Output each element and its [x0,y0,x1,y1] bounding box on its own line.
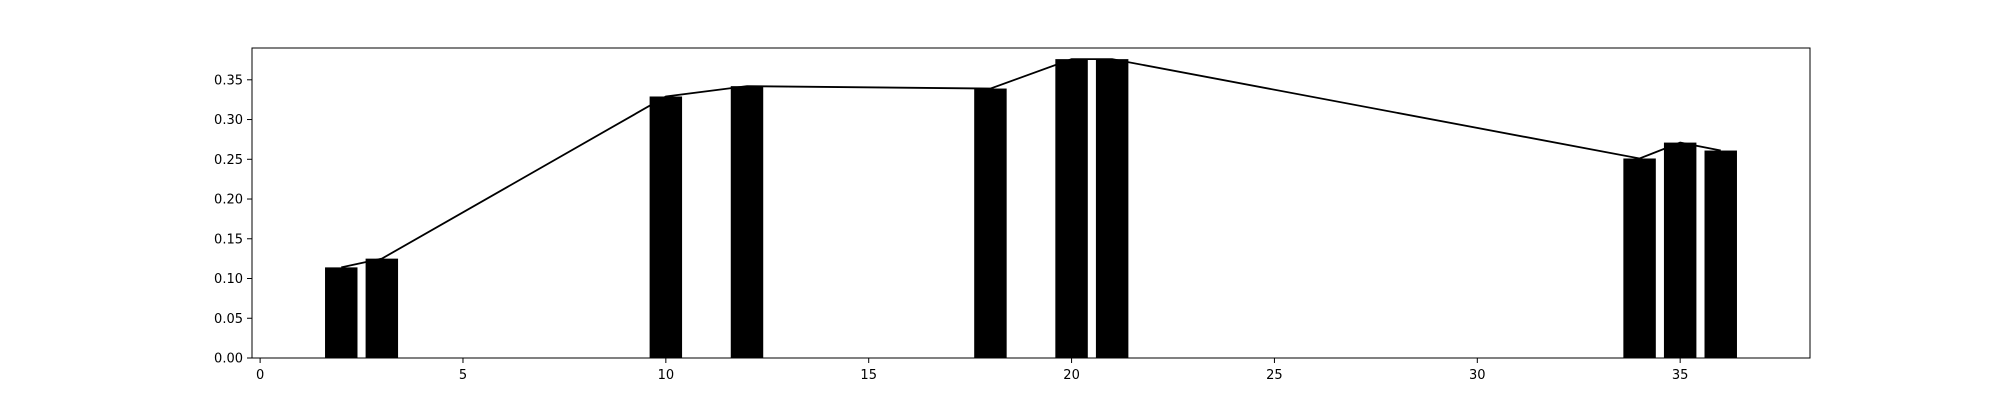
series-line [341,58,1721,269]
bars-layer [325,59,1737,359]
x-tick-label: 15 [860,368,877,383]
y-tick-label: 0.25 [214,153,243,168]
line-layer [341,58,1721,269]
bar-x3 [365,258,399,358]
y-tick-label: 0.10 [214,272,243,287]
x-tick-label: 5 [459,368,467,383]
y-axis: 0.00 0.05 0.10 0.15 0.20 0.25 0.30 0.35 [214,73,252,367]
x-tick-label: 20 [1063,368,1080,383]
x-axis: 0 5 10 15 20 25 30 35 [256,358,1688,383]
bar-x34 [1623,158,1656,358]
y-tick-label: 0.00 [214,352,243,367]
y-tick-label: 0.15 [214,232,243,247]
x-tick-label: 10 [658,368,675,383]
bar-x2 [325,267,358,358]
bar-x10 [649,96,683,359]
bar-x12 [730,86,764,359]
bar-x35 [1663,142,1697,358]
bar-x21 [1095,59,1129,358]
bar-x20 [1055,59,1088,358]
x-tick-label: 35 [1672,368,1689,383]
y-tick-label: 0.05 [214,312,243,327]
plot-frame [251,47,1811,359]
bar-x36 [1704,150,1737,358]
x-tick-label: 30 [1469,368,1486,383]
y-tick-label: 0.20 [214,193,243,208]
y-tick-label: 0.35 [214,73,243,88]
x-tick-label: 0 [256,368,264,383]
x-tick-label: 25 [1266,368,1283,383]
bar-x18 [974,88,1007,358]
y-tick-label: 0.30 [214,113,243,128]
